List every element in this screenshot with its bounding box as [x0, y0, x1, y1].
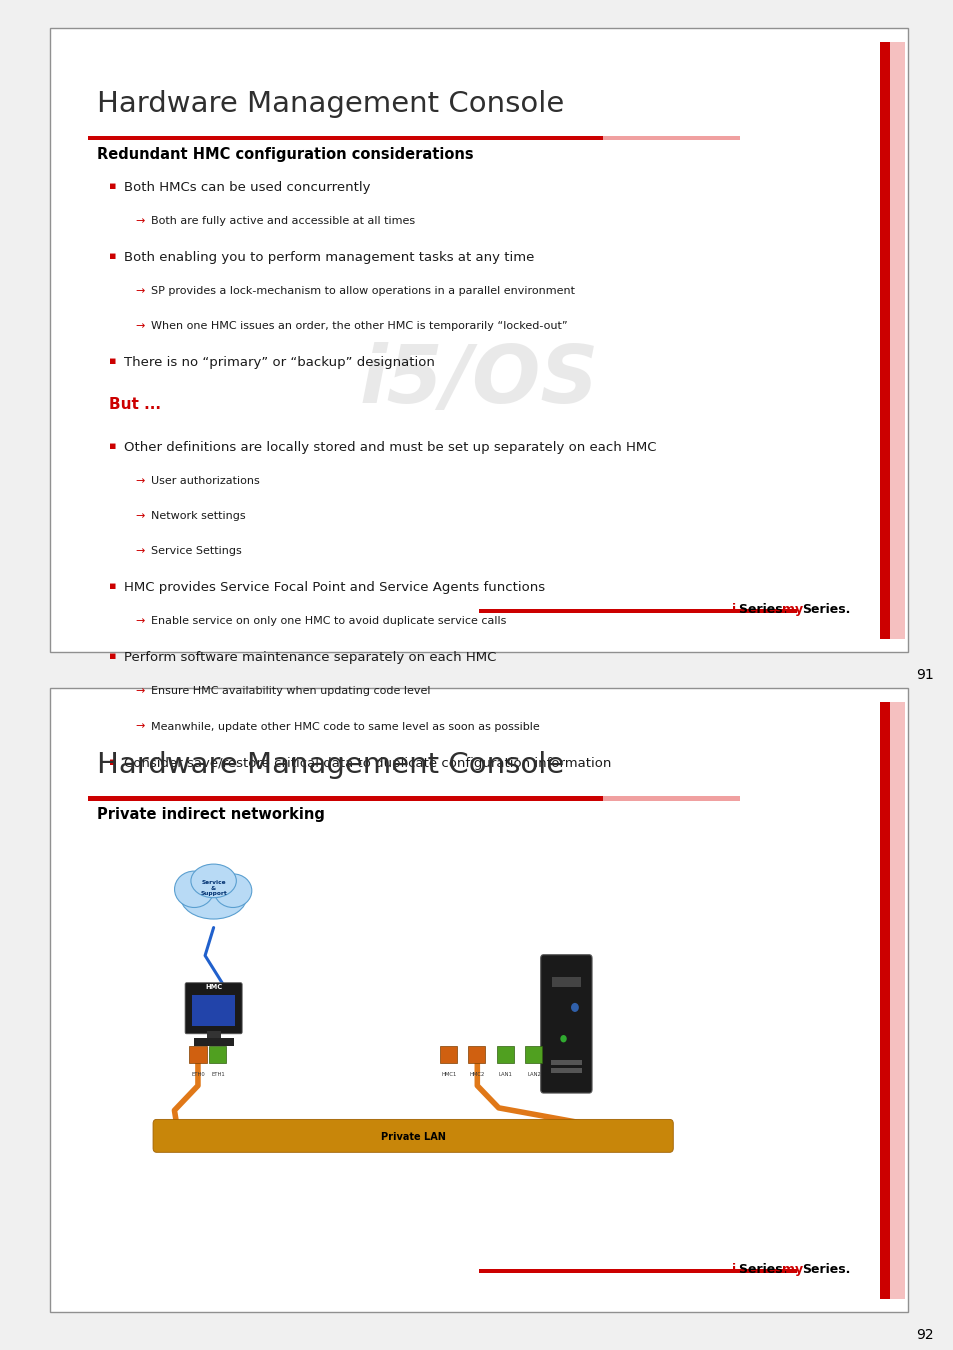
Circle shape — [571, 1003, 578, 1012]
Text: ▪: ▪ — [109, 652, 116, 662]
Text: Consider save/restore critical data to duplicate configuration information: Consider save/restore critical data to d… — [124, 757, 611, 769]
Text: LAN2: LAN2 — [527, 1072, 540, 1077]
Bar — [439, 1046, 456, 1062]
Text: i: i — [732, 1262, 736, 1276]
Text: →: → — [135, 547, 145, 556]
Bar — [193, 1038, 233, 1046]
Text: Series.: Series. — [738, 602, 791, 616]
Ellipse shape — [191, 864, 236, 898]
FancyBboxPatch shape — [185, 983, 242, 1034]
Text: HMC provides Service Focal Point and Service Agents functions: HMC provides Service Focal Point and Ser… — [124, 582, 544, 594]
Circle shape — [559, 1035, 566, 1042]
Text: →: → — [135, 286, 145, 296]
Bar — [552, 977, 580, 987]
Text: Service
&
Support: Service & Support — [200, 880, 227, 896]
Text: Meanwhile, update other HMC code to same level as soon as possible: Meanwhile, update other HMC code to same… — [151, 722, 538, 732]
Text: Enable service on only one HMC to avoid duplicate service calls: Enable service on only one HMC to avoid … — [151, 617, 506, 626]
Text: Ensure HMC availability when updating code level: Ensure HMC availability when updating co… — [151, 687, 430, 697]
Bar — [468, 1046, 485, 1062]
Text: HMC1: HMC1 — [440, 1072, 456, 1077]
Text: Both are fully active and accessible at all times: Both are fully active and accessible at … — [151, 216, 415, 225]
Text: →: → — [135, 321, 145, 331]
Ellipse shape — [174, 871, 213, 907]
Text: my: my — [781, 1262, 802, 1276]
Text: ▪: ▪ — [109, 582, 116, 591]
Text: SP provides a lock-mechanism to allow operations in a parallel environment: SP provides a lock-mechanism to allow op… — [151, 286, 574, 296]
Text: ▪: ▪ — [109, 251, 116, 261]
Text: my: my — [781, 602, 802, 616]
Text: Private indirect networking: Private indirect networking — [97, 807, 325, 822]
Bar — [193, 995, 234, 1026]
Text: Other definitions are locally stored and must be set up separately on each HMC: Other definitions are locally stored and… — [124, 440, 656, 454]
Text: Private LAN: Private LAN — [380, 1131, 445, 1142]
Text: →: → — [135, 617, 145, 626]
Text: →: → — [135, 687, 145, 697]
Text: Hardware Management Console: Hardware Management Console — [97, 751, 564, 779]
Text: ETH1: ETH1 — [211, 1072, 225, 1077]
Text: Series.: Series. — [801, 602, 849, 616]
Text: i5/OS: i5/OS — [359, 342, 598, 420]
Text: HMC2: HMC2 — [469, 1072, 484, 1077]
Bar — [524, 1046, 541, 1062]
Text: ▪: ▪ — [109, 181, 116, 190]
Bar — [209, 1046, 226, 1062]
Text: →: → — [135, 216, 145, 225]
Text: 91: 91 — [915, 668, 933, 682]
Text: Both enabling you to perform management tasks at any time: Both enabling you to perform management … — [124, 251, 534, 265]
Text: HMC: HMC — [205, 984, 222, 990]
Text: There is no “primary” or “backup” designation: There is no “primary” or “backup” design… — [124, 356, 435, 370]
Text: Series.: Series. — [738, 1262, 791, 1276]
Text: 92: 92 — [915, 1328, 932, 1342]
Text: ▪: ▪ — [109, 440, 116, 451]
Text: Series.: Series. — [801, 1262, 849, 1276]
Bar — [550, 1068, 581, 1073]
Bar — [206, 1031, 220, 1040]
Bar — [550, 1060, 581, 1065]
FancyBboxPatch shape — [152, 1119, 673, 1153]
Bar — [496, 1046, 513, 1062]
Text: ETH0: ETH0 — [191, 1072, 205, 1077]
Ellipse shape — [214, 873, 252, 907]
Ellipse shape — [180, 873, 247, 919]
Text: ▪: ▪ — [109, 356, 116, 366]
Text: →: → — [135, 512, 145, 521]
FancyBboxPatch shape — [540, 954, 592, 1094]
Text: Service Settings: Service Settings — [151, 547, 241, 556]
Text: But ...: But ... — [109, 397, 161, 412]
Text: →: → — [135, 722, 145, 732]
Text: i: i — [732, 602, 736, 616]
Text: Redundant HMC configuration considerations: Redundant HMC configuration consideratio… — [97, 147, 474, 162]
Text: Network settings: Network settings — [151, 512, 245, 521]
Text: Both HMCs can be used concurrently: Both HMCs can be used concurrently — [124, 181, 370, 194]
Text: →: → — [135, 477, 145, 486]
Text: Hardware Management Console: Hardware Management Console — [97, 90, 564, 119]
Text: LAN1: LAN1 — [498, 1072, 512, 1077]
Bar — [190, 1046, 206, 1062]
Text: User authorizations: User authorizations — [151, 477, 259, 486]
Text: ▪: ▪ — [109, 757, 116, 767]
Text: When one HMC issues an order, the other HMC is temporarily “locked-out”: When one HMC issues an order, the other … — [151, 321, 567, 331]
Text: Perform software maintenance separately on each HMC: Perform software maintenance separately … — [124, 652, 496, 664]
